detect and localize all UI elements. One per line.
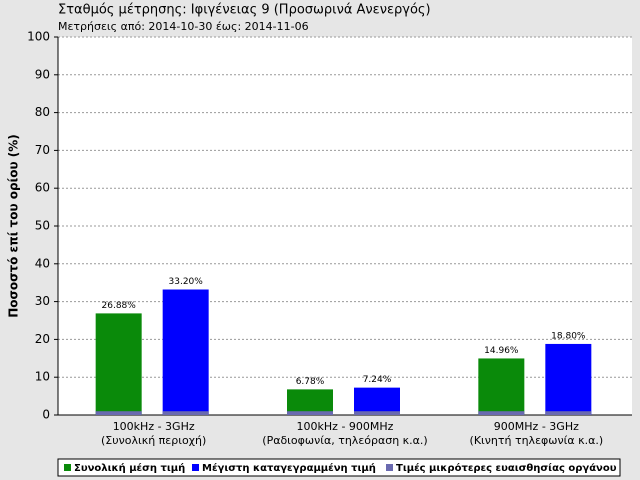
bar [545,343,592,415]
x-tick-label: 100kHz - 3GHz [113,420,195,433]
value-label: 14.96% [484,346,519,356]
y-tick-label: 10 [35,370,50,384]
y-tick-label: 50 [35,219,50,233]
legend-swatch [64,464,71,471]
legend-label: Συνολική μέση τιμή [74,462,185,474]
x-tick-label: (Συνολική περιοχή) [101,434,206,447]
legend-swatch [192,464,199,471]
y-tick-label: 40 [35,256,50,270]
plot-area [58,37,632,415]
y-tick-label: 70 [35,143,50,157]
chart-title: Σταθμός μέτρησης: Ιφιγένειας 9 (Προσωριν… [58,3,431,18]
y-tick-label: 90 [35,67,50,81]
y-tick-label: 30 [35,294,50,308]
bar [95,411,142,415]
value-label: 26.88% [102,301,137,311]
bar [354,411,400,415]
y-tick-label: 0 [42,408,50,422]
bar [287,411,333,415]
value-label: 18.80% [551,331,586,341]
x-tick-label: 100kHz - 900MHz [297,420,394,433]
x-tick-label: (Κινητή τηλεφωνία κ.α.) [470,434,604,447]
chart-subtitle: Μετρήσεις από: 2014-10-30 έως: 2014-11-0… [58,20,309,33]
bar [478,411,525,415]
value-label: 33.20% [169,277,204,287]
x-tick-label: (Ραδιοφωνία, τηλεόραση κ.α.) [262,434,427,447]
y-tick-label: 80 [35,105,50,119]
legend-label: Μέγιστη καταγεγραμμένη τιμή [202,462,376,474]
legend-label: Τιμές μικρότερες ευαισθησίας οργάνου [396,462,617,474]
value-label: 7.24% [363,375,392,385]
legend-swatch [386,464,393,471]
bar [95,313,142,415]
bar [162,411,209,415]
y-tick-label: 20 [35,332,50,346]
y-axis-label: Ποσοστό επί του ορίου (%) [7,134,21,318]
y-tick-label: 60 [35,181,50,195]
bar [545,411,592,415]
bar [162,289,209,415]
y-tick-label: 100 [27,30,50,44]
bar [287,389,333,415]
x-tick-label: 900MHz - 3GHz [494,420,579,433]
value-label: 6.78% [296,377,325,387]
bar [354,387,400,415]
legend [57,458,621,477]
bar [478,358,525,415]
